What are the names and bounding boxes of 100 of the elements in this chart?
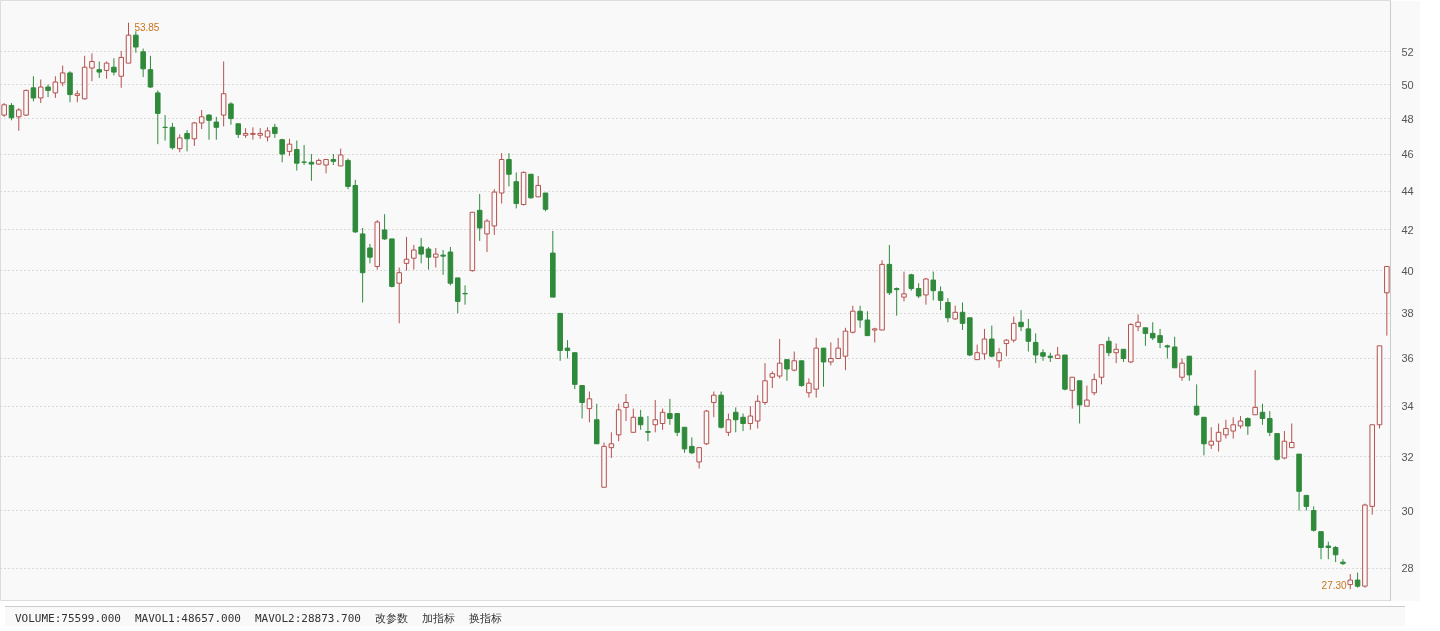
- y-tick-label: 44: [1401, 185, 1414, 198]
- candlestick: [228, 101, 234, 126]
- candlestick: [937, 285, 944, 311]
- text: 加指标: [421, 612, 455, 625]
- candlestick: [996, 347, 1002, 369]
- candlestick: [111, 57, 117, 76]
- text: MAVOL2:28873.700: [254, 612, 361, 625]
- candlestick: [1281, 430, 1288, 460]
- y-tick-label: 30: [1401, 504, 1414, 517]
- candlestick: [433, 247, 439, 268]
- y-tick-label: 52: [1401, 45, 1414, 58]
- candlestick: [696, 447, 702, 470]
- y-tick-label: 48: [1401, 112, 1414, 125]
- candlestick: [535, 175, 541, 198]
- candlestick: [1018, 309, 1024, 332]
- y-tick-label: 38: [1401, 307, 1414, 320]
- candlestick: [586, 391, 593, 423]
- candlestick: [45, 84, 51, 98]
- candlestick: [381, 213, 388, 241]
- y-tick-label: 40: [1401, 264, 1414, 277]
- candlestick: [67, 70, 73, 103]
- candlestick: [893, 286, 900, 317]
- candlestick: [681, 426, 688, 454]
- candlestick: [418, 237, 424, 264]
- candlestick: [1113, 343, 1119, 364]
- candlestick: [140, 48, 146, 78]
- candlestick: [37, 79, 44, 104]
- candlestick: [784, 359, 790, 382]
- candlestick: [396, 267, 402, 324]
- candlestick: [1193, 383, 1200, 417]
- candlestick: [1084, 385, 1090, 407]
- candlestick: [513, 171, 520, 209]
- candlestick: [411, 244, 417, 271]
- candlestick: [747, 405, 754, 431]
- candlestick: [1069, 376, 1076, 410]
- y-tick-label: 42: [1401, 223, 1414, 236]
- candlestick: [857, 305, 863, 329]
- candlestick: [1340, 558, 1346, 566]
- candlestick: [989, 325, 995, 358]
- candlestick: [1186, 355, 1193, 382]
- y-tick-label: 46: [1401, 148, 1414, 161]
- candlestick: [506, 152, 512, 187]
- candlestick: [1288, 423, 1295, 449]
- candlestick: [564, 339, 571, 359]
- candlestick: [1215, 423, 1222, 453]
- candlestick: [308, 153, 315, 182]
- candlestick: [59, 65, 66, 87]
- candlestick: [959, 301, 966, 331]
- y-tick-label: 36: [1401, 352, 1414, 365]
- candlestick: [191, 121, 198, 147]
- y-tick-label: 32: [1401, 450, 1414, 463]
- candlestick: [1208, 426, 1215, 450]
- candlestick: [184, 129, 190, 152]
- candlestick: [1179, 357, 1185, 382]
- candlestick: [623, 393, 629, 422]
- candlestick: [213, 116, 220, 141]
- candlestick: [425, 246, 432, 271]
- candlestick: [1267, 410, 1273, 437]
- candlestick: [118, 50, 124, 89]
- candlestick: [930, 271, 937, 301]
- candlestick: [725, 413, 732, 437]
- y-tick-label: 34: [1401, 400, 1414, 413]
- candlestick: [630, 408, 637, 433]
- annotation: 53.85: [134, 21, 160, 33]
- y-tick-label: 28: [1401, 562, 1414, 575]
- candlestick: [1091, 373, 1097, 396]
- candlestick: [1252, 369, 1258, 416]
- candlestick: [981, 328, 988, 361]
- candlestick: [1142, 327, 1149, 347]
- candlestick: [923, 277, 929, 306]
- candlestick: [776, 338, 783, 379]
- candlestick: [901, 271, 907, 302]
- candlestick: [403, 236, 410, 272]
- candlestick: [147, 55, 154, 89]
- text: VOLUME:75599.000: [15, 612, 121, 625]
- candlestick: [1259, 403, 1266, 426]
- candlestick: [579, 385, 585, 420]
- candlestick: [820, 347, 827, 388]
- y-tick-label: 50: [1401, 78, 1414, 91]
- candlestick: [542, 192, 549, 212]
- candlestick: [440, 249, 446, 276]
- candlestick: [864, 310, 871, 337]
- text: 换指标: [468, 612, 502, 625]
- candlestick: [206, 113, 212, 141]
- candlestick: [133, 30, 139, 54]
- candlestick: [155, 89, 161, 145]
- candlestick: [1171, 336, 1178, 369]
- candlestick: [659, 408, 666, 431]
- candlestick: [198, 109, 205, 130]
- candlestick: [162, 114, 168, 142]
- candlestick: [528, 173, 534, 200]
- annotation: 27.30: [1321, 580, 1348, 592]
- candlestick: [30, 75, 37, 102]
- candlestick: [52, 75, 59, 99]
- candlestick: [645, 415, 651, 442]
- candlestick: [220, 60, 227, 127]
- candlestick: [476, 193, 483, 242]
- candlestick: [652, 399, 659, 433]
- candlestick: [1025, 318, 1032, 353]
- candlestick: [1010, 316, 1017, 343]
